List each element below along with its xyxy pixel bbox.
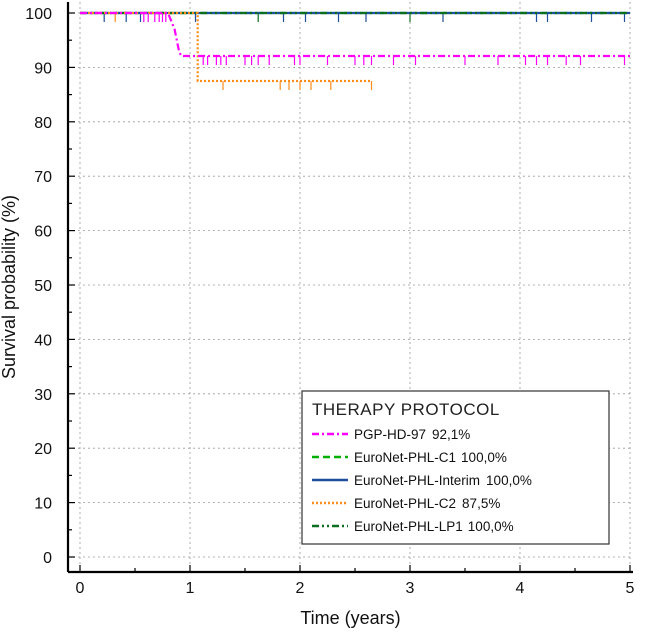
y-tick-label: 90 [34,60,52,77]
legend-item: EuroNet-PHL-C1 100,0% [312,450,507,465]
legend: THERAPY PROTOCOL PGP-HD-97 92,1% EuroNet-P… [301,390,610,545]
legend-item: EuroNet-PHL-LP1 100,0% [312,519,514,534]
legend-label: EuroNet-PHL-C2 87,5% [354,496,500,511]
legend-label: EuroNet-PHL-Interim 100,0% [354,473,532,488]
legend-box [301,390,610,545]
series-line [80,11,630,58]
series-layer [80,11,630,90]
legend-label: PGP-HD-97 92,1% [354,427,470,442]
series-line [80,11,372,83]
series-EuroNet-PHL-C2 [80,11,373,90]
series-PGP-HD-97 [80,11,630,65]
legend-title: THERAPY PROTOCOL [312,400,500,419]
y-tick-label: 30 [34,387,52,404]
y-tick-label: 70 [34,169,52,186]
legend-label: EuroNet-PHL-LP1 100,0% [354,519,514,534]
legend-item: PGP-HD-97 92,1% [312,427,470,442]
y-tick-label: 100 [25,6,52,23]
legend-label: EuroNet-PHL-C1 100,0% [354,450,507,465]
y-tick-label: 10 [34,496,52,513]
y-tick-label: 40 [34,332,52,349]
x-tick-label: 5 [626,580,635,597]
y-tick-label: 0 [43,550,52,567]
legend-item: EuroNet-PHL-C2 87,5% [312,496,500,511]
x-tick-label: 3 [406,580,415,597]
x-tick-label: 4 [516,580,525,597]
y-tick-label: 60 [34,224,52,241]
x-tick-label: 0 [76,580,85,597]
x-tick-label: 1 [186,580,195,597]
series-EuroNet-PHL-LP1 [80,11,630,22]
y-axis-title: Survival probability (%) [0,195,19,379]
legend-items: PGP-HD-97 92,1% EuroNet-PHL-C1 100,0% EuroNe… [312,427,532,534]
axes [66,2,633,574]
x-tick-label: 2 [296,580,305,597]
y-tick-label: 50 [34,278,52,295]
y-tick-label: 20 [34,441,52,458]
y-tick-label: 80 [34,115,52,132]
x-axis-title: Time (years) [300,608,400,628]
legend-item: EuroNet-PHL-Interim 100,0% [312,473,532,488]
